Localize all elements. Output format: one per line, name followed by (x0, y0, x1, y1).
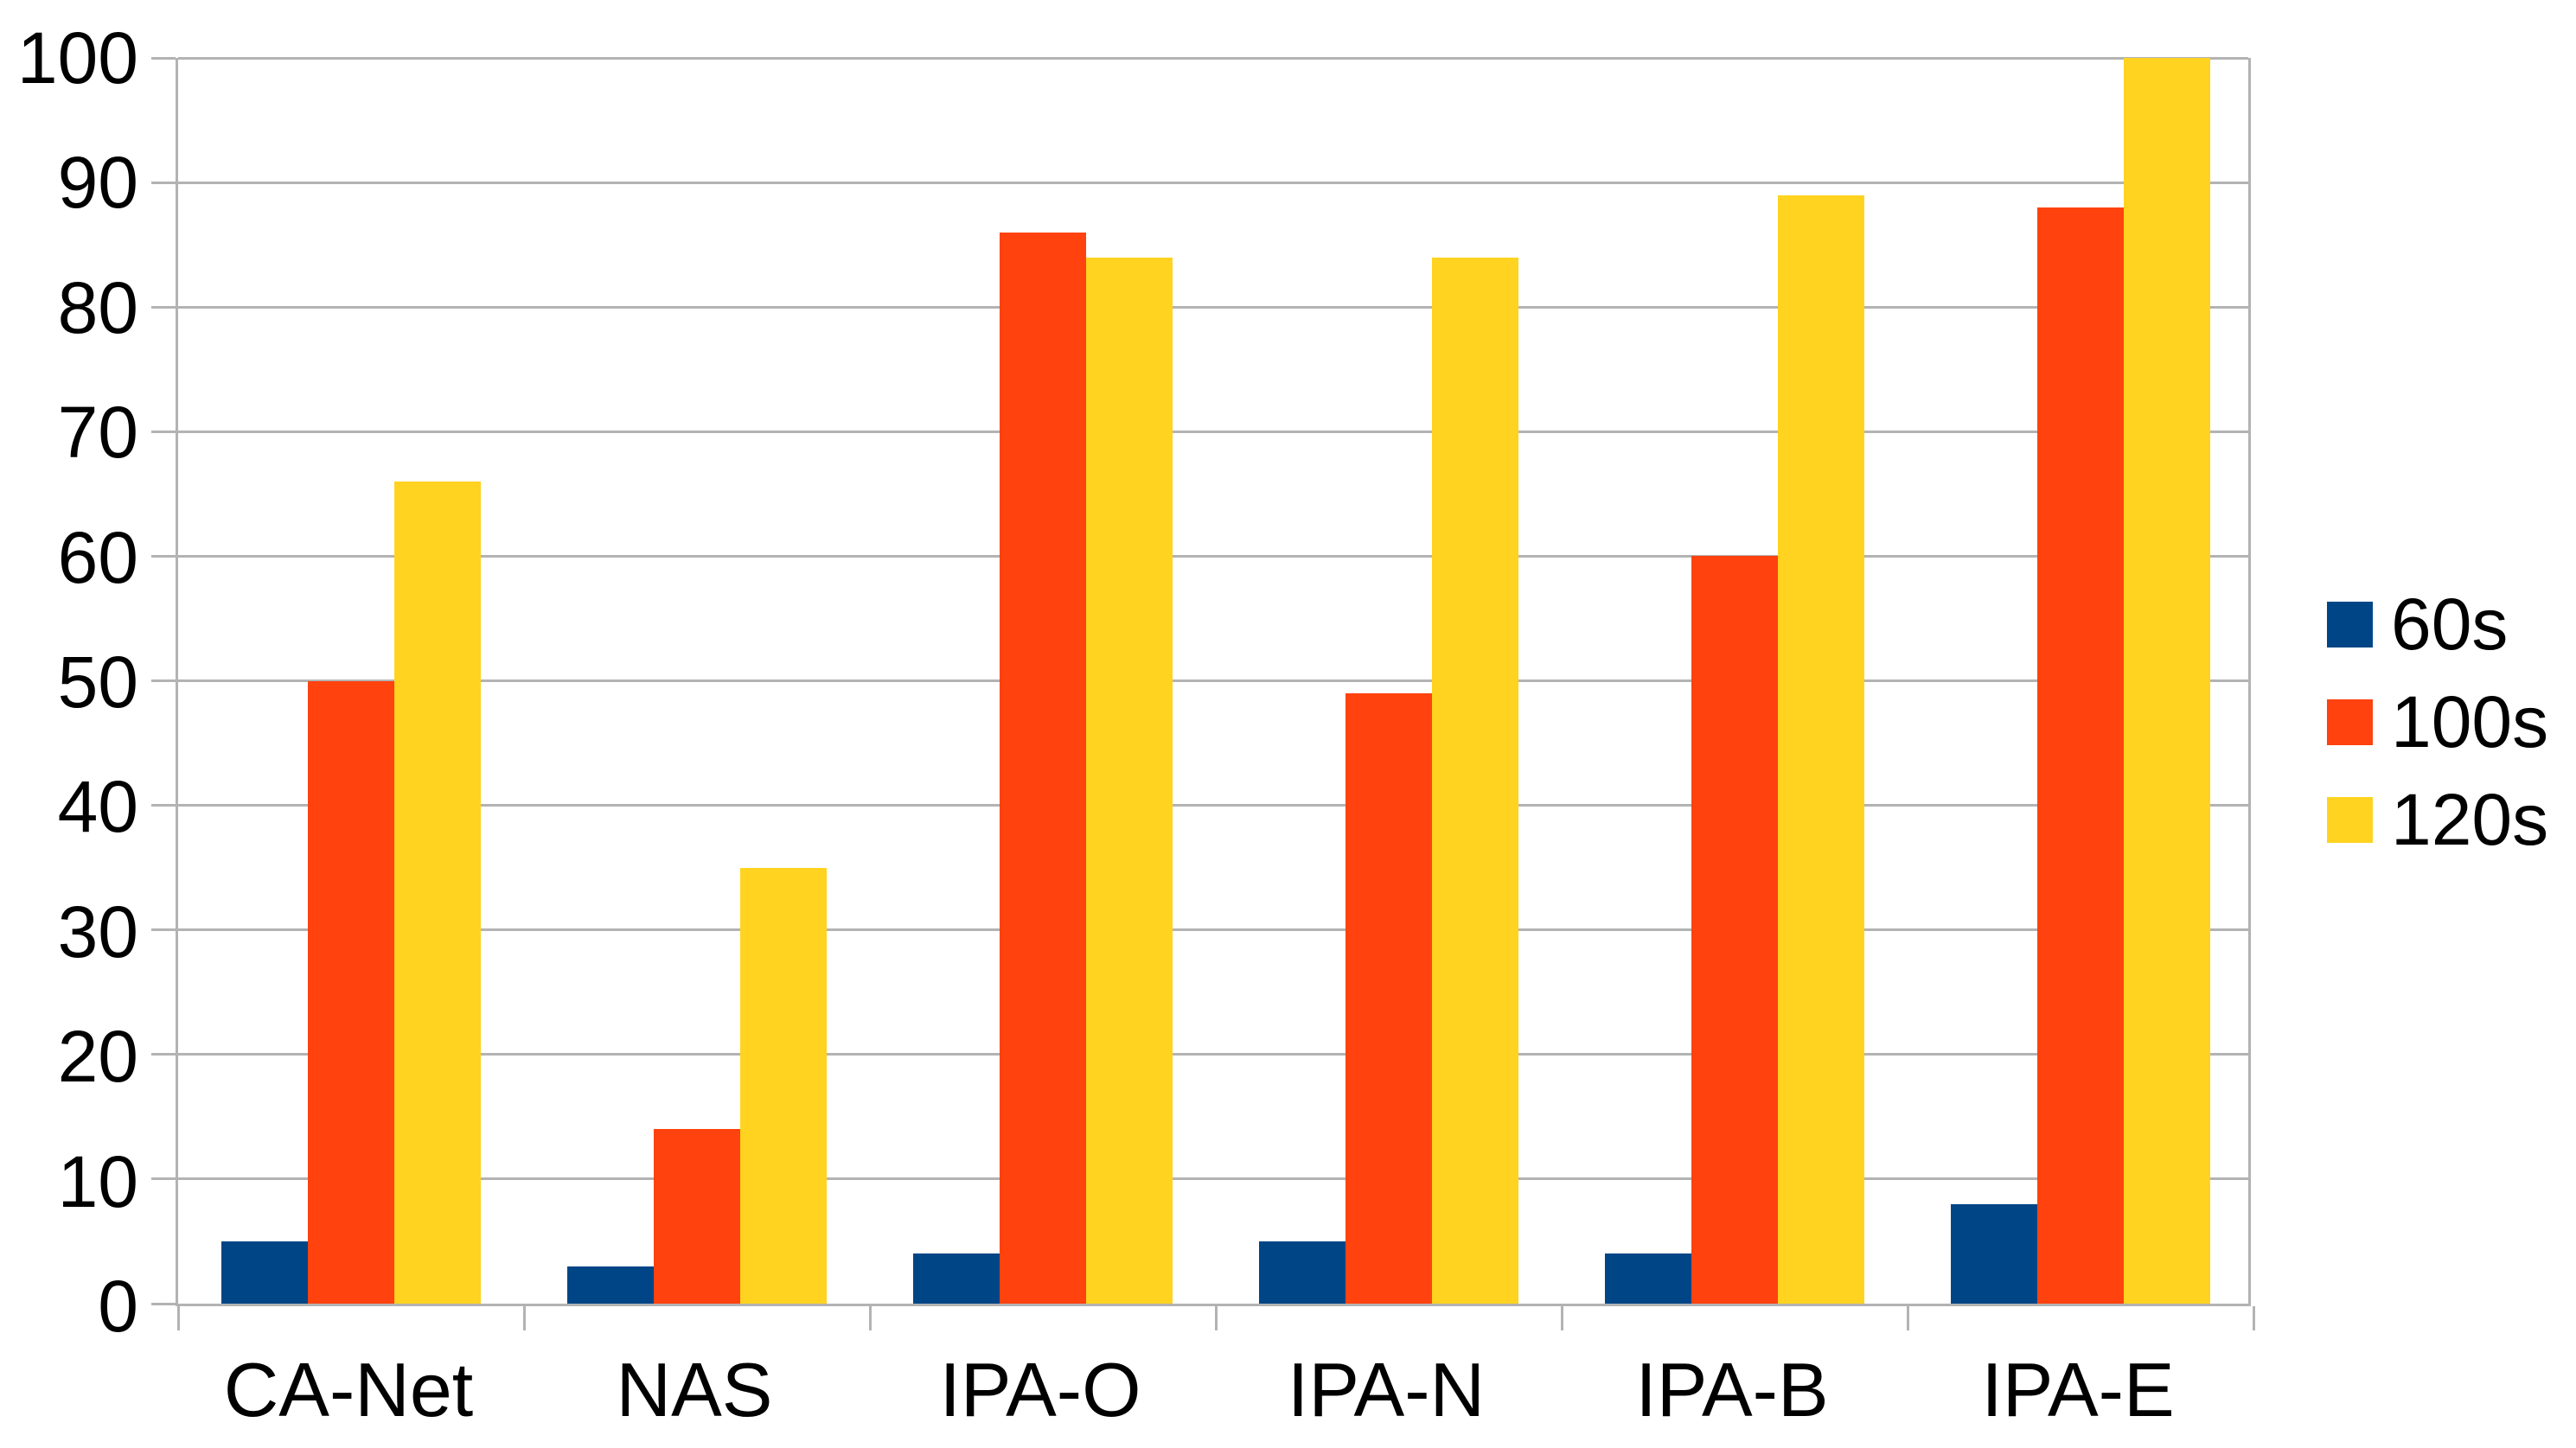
bar-60s-IPA-O (913, 1253, 1000, 1304)
x-tick (176, 1306, 180, 1330)
x-category-label: IPA-B (1635, 1347, 1829, 1432)
y-tick (151, 181, 176, 184)
bar-60s-NAS (567, 1266, 654, 1304)
bar-100s-CA-Net (308, 680, 394, 1304)
y-tick-label: 50 (57, 641, 138, 723)
y-tick-label: 80 (57, 266, 138, 348)
y-gridline (178, 56, 2248, 60)
bar-group-CA-Net (178, 58, 524, 1304)
y-tick-label: 100 (16, 17, 138, 99)
bar-120s-NAS (740, 867, 827, 1304)
x-category-label: IPA-O (939, 1347, 1141, 1432)
legend-swatch-icon (2327, 797, 2373, 843)
legend: 60s 100s 120s (2327, 583, 2548, 862)
bar-100s-IPA-B (1691, 556, 1778, 1304)
y-tick (151, 1053, 176, 1056)
y-tick (151, 804, 176, 807)
y-tick (151, 679, 176, 682)
legend-item-60s: 60s (2327, 583, 2548, 667)
bar-100s-IPA-O (1000, 232, 1086, 1304)
x-category-label: IPA-E (1981, 1347, 2175, 1432)
bar-group-NAS (524, 58, 870, 1304)
x-tick (522, 1306, 526, 1330)
y-tick-label: 70 (57, 392, 138, 474)
bar-60s-IPA-N (1259, 1241, 1346, 1304)
bar-group-IPA-N (1216, 58, 1562, 1304)
y-gridline (178, 1053, 2248, 1056)
bar-group-IPA-B (1562, 58, 1908, 1304)
legend-label: 120s (2391, 779, 2549, 861)
y-tick (151, 1177, 176, 1181)
y-tick-label: 20 (57, 1016, 138, 1098)
y-gridline (178, 928, 2248, 932)
y-tick-label: 40 (57, 766, 138, 848)
legend-swatch-icon (2327, 602, 2373, 647)
y-axis: 0 10 20 30 40 50 60 70 80 90 100 (0, 0, 138, 1448)
y-tick (151, 928, 176, 932)
plot-area (151, 56, 2255, 1330)
y-tick-label: 60 (57, 516, 138, 598)
y-tick-label: 90 (57, 142, 138, 224)
x-category-label: IPA-N (1287, 1347, 1486, 1432)
x-tick (1560, 1306, 1563, 1330)
y-gridline (178, 305, 2248, 309)
bar-120s-IPA-N (1432, 257, 1518, 1304)
y-tick (151, 430, 176, 433)
x-axis: CA-Net NAS IPA-O IPA-N IPA-B IPA-E (176, 1346, 2251, 1433)
y-tick (151, 554, 176, 558)
legend-label: 60s (2391, 584, 2509, 666)
y-tick (151, 56, 176, 60)
y-gridline (178, 554, 2248, 558)
bar-100s-IPA-E (2037, 207, 2124, 1304)
y-gridline (178, 430, 2248, 433)
bar-60s-IPA-E (1951, 1203, 2037, 1304)
bar-100s-NAS (654, 1129, 740, 1304)
bar-120s-IPA-B (1778, 195, 1864, 1304)
y-tick-label: 0 (98, 1266, 138, 1347)
bar-60s-IPA-B (1605, 1253, 1691, 1304)
x-category-label: CA-Net (223, 1347, 474, 1432)
y-tick-label: 30 (57, 890, 138, 973)
legend-swatch-icon (2327, 699, 2373, 745)
bar-120s-CA-Net (394, 481, 481, 1304)
legend-label: 100s (2391, 681, 2549, 763)
legend-item-120s: 120s (2327, 778, 2548, 862)
bar-group-IPA-O (870, 58, 1216, 1304)
bar-120s-IPA-E (2124, 58, 2210, 1304)
bar-60s-CA-Net (221, 1241, 308, 1304)
y-tick (151, 305, 176, 309)
legend-item-100s: 100s (2327, 680, 2548, 764)
x-tick (868, 1306, 872, 1330)
bar-100s-IPA-N (1346, 692, 1432, 1304)
x-category-label: NAS (616, 1347, 773, 1432)
y-gridline (178, 804, 2248, 807)
x-tick (1906, 1306, 1909, 1330)
y-gridline (178, 1177, 2248, 1181)
y-tick-label: 10 (57, 1140, 138, 1222)
bar-120s-IPA-O (1086, 257, 1173, 1304)
bar-group-IPA-E (1908, 58, 2253, 1304)
y-tick (151, 1302, 176, 1305)
y-gridline (178, 181, 2248, 184)
y-gridline (178, 679, 2248, 682)
x-tick (1214, 1306, 1218, 1330)
x-tick (2252, 1306, 2255, 1330)
